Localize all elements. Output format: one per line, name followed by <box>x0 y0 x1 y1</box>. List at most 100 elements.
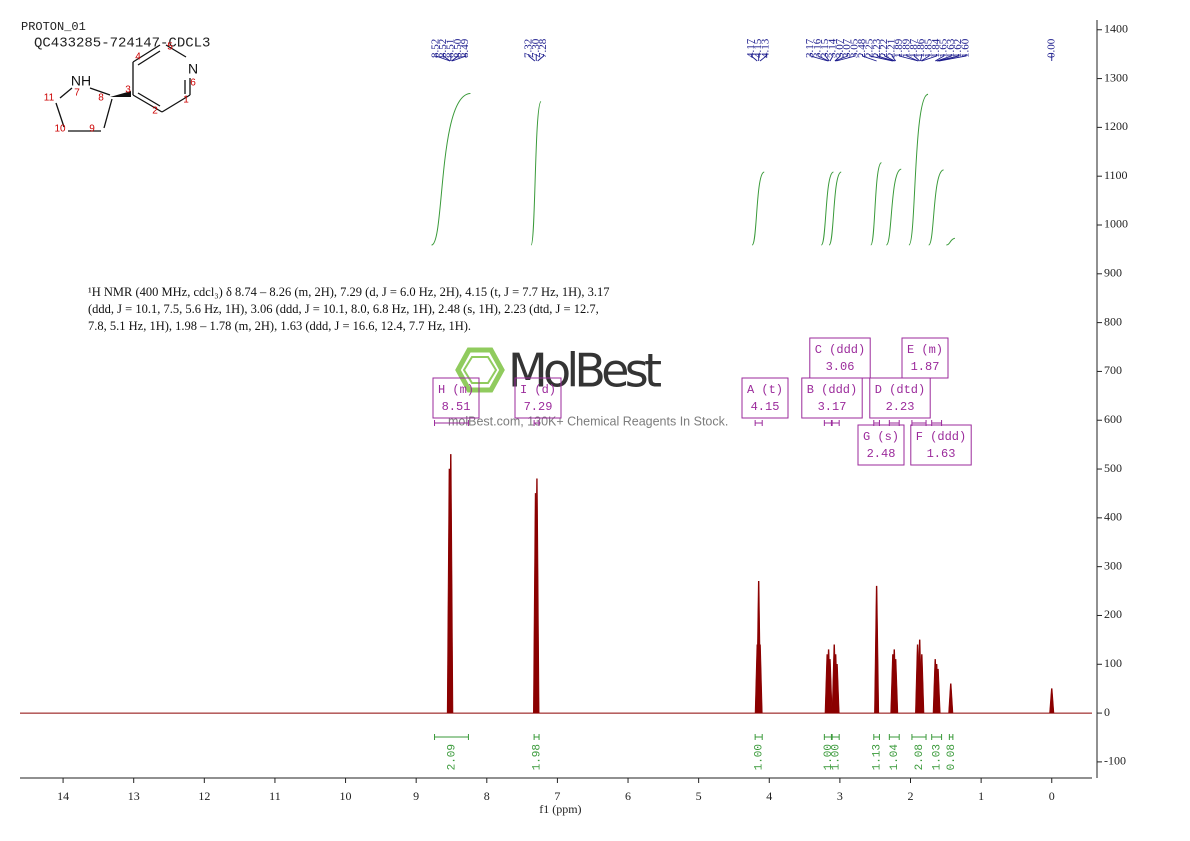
peak-label-leader <box>451 54 459 62</box>
multiplet-shift: 3.17 <box>818 400 847 414</box>
integral-bracket <box>888 734 900 740</box>
multiplet-box <box>869 377 931 419</box>
integral-label: 1.00 <box>754 744 766 770</box>
atom-label: NH <box>71 73 91 89</box>
multiplet-box <box>514 377 562 419</box>
peak <box>534 478 540 714</box>
x-tick-label: 12 <box>198 789 210 803</box>
atom-label: 10 <box>54 124 66 135</box>
y-tick-label: 1300 <box>1104 70 1128 84</box>
multiplet-range <box>434 420 469 426</box>
multiplet-range <box>831 420 840 426</box>
peak <box>919 654 925 714</box>
y-tick-label: 200 <box>1104 607 1122 621</box>
multiplet-box <box>741 377 789 419</box>
multiplet-box <box>857 424 905 466</box>
peak-label: 8.51 <box>444 39 456 58</box>
integral-label: 1.04 <box>889 744 901 771</box>
peak <box>893 659 899 714</box>
watermark: MolBest molBest.com, 130K+ Chemical Reag… <box>448 344 728 429</box>
atom-label: 11 <box>44 93 55 104</box>
peak-label-leader <box>435 54 451 62</box>
multiplet-range <box>754 420 763 426</box>
integral-bracket <box>831 734 840 740</box>
peak-label: 3.16 <box>812 38 824 58</box>
x-tick-label: 5 <box>696 789 702 803</box>
multiplet-range <box>533 420 540 426</box>
integral-bracket <box>948 734 954 740</box>
y-tick-label: 600 <box>1104 412 1122 426</box>
peak-label-leader <box>829 54 834 62</box>
multiplet-name: E (m) <box>907 343 943 357</box>
atom-label: 7 <box>74 88 80 99</box>
multiplet-box <box>432 377 480 419</box>
atom-label: 9 <box>89 124 95 135</box>
peak-label: 8.49 <box>459 38 471 58</box>
peak-label-leader <box>934 54 945 62</box>
peak <box>874 585 880 714</box>
peak <box>834 663 840 714</box>
watermark-tagline: molBest.com, 130K+ Chemical Reagents In … <box>448 414 728 428</box>
peak-label-leader <box>759 54 767 62</box>
peak-label: 3.15 <box>819 38 831 58</box>
integral-bracket <box>873 734 880 740</box>
peak-label: 2.22 <box>878 39 890 58</box>
peak-label: 3.14 <box>826 38 838 58</box>
integral-bracket <box>931 734 943 740</box>
integral-curve <box>828 171 842 246</box>
integral-bracket <box>533 734 540 740</box>
y-tick-label: 1100 <box>1104 168 1128 182</box>
y-tick-label: 0 <box>1104 705 1110 719</box>
integral-label: 1.98 <box>531 744 543 770</box>
multiplet-box <box>910 424 972 466</box>
integral-bracket <box>823 734 832 740</box>
chart-subtitle: QC433285-724147-CDCL3 <box>34 36 210 52</box>
multiplet-shift: 4.15 <box>751 400 780 414</box>
integral-curve <box>820 171 834 246</box>
peak-label: 3.05 <box>849 38 861 58</box>
x-tick-label: 11 <box>269 789 281 803</box>
peak-label-leader <box>884 54 896 62</box>
description-line: (ddd, J = 10.1, 7.5, 5.6 Hz, 1H), 3.06 (… <box>88 302 599 316</box>
integral-curve <box>928 169 944 246</box>
peak-label: 8.52 <box>437 39 449 58</box>
peak-label: 2.23 <box>871 38 883 58</box>
structure <box>55 44 191 132</box>
peak <box>757 644 763 714</box>
peak-label: 1.86 <box>915 38 927 58</box>
x-tick-label: 6 <box>625 789 631 803</box>
x-tick-label: 14 <box>57 789 69 803</box>
integral-bracket <box>754 734 763 740</box>
y-tick-label: 700 <box>1104 363 1122 377</box>
peak-label-leader <box>913 54 920 62</box>
integral-curve <box>870 162 882 246</box>
integral-label: 1.03 <box>932 744 944 770</box>
peak <box>1049 688 1055 714</box>
y-tick-label: 500 <box>1104 461 1122 475</box>
peak-label-leader <box>817 54 829 62</box>
y-tick-label: 1400 <box>1104 22 1128 36</box>
multiplet-name: I (d) <box>520 383 556 397</box>
y-tick-label: 100 <box>1104 656 1122 670</box>
integral-label: 2.08 <box>914 744 926 770</box>
peak-label: 1.63 <box>945 38 957 58</box>
atom-labels: NH7 11 8 10 9 3 4 5 N61 2 <box>44 42 198 135</box>
multiplet-shift: 1.87 <box>911 360 940 374</box>
integral-label: 1.13 <box>872 744 884 770</box>
atom-label: 2 <box>152 106 158 117</box>
integral-label: 2.09 <box>446 744 458 770</box>
peak-label: 0.00 <box>1045 38 1057 58</box>
peak-label: 2.48 <box>856 38 868 58</box>
watermark-brand: MolBest <box>508 344 662 398</box>
peak-label: 1.89 <box>900 38 912 58</box>
multiplet-shift: 1.63 <box>927 447 956 461</box>
description: ¹H NMR (400 MHz, cdcl₃) δ 8.74 – 8.26 (m… <box>88 285 609 333</box>
multiplet-name: G (s) <box>863 430 899 444</box>
atom-label: 4 <box>135 52 141 63</box>
integral-bracket <box>434 734 469 740</box>
peak-label-leader <box>750 54 758 62</box>
description-line: ¹H NMR (400 MHz, cdcl₃) δ 8.74 – 8.26 (m… <box>88 285 609 299</box>
chart-title: PROTON_01 <box>21 20 86 34</box>
x-tick-label: 0 <box>1049 789 1055 803</box>
